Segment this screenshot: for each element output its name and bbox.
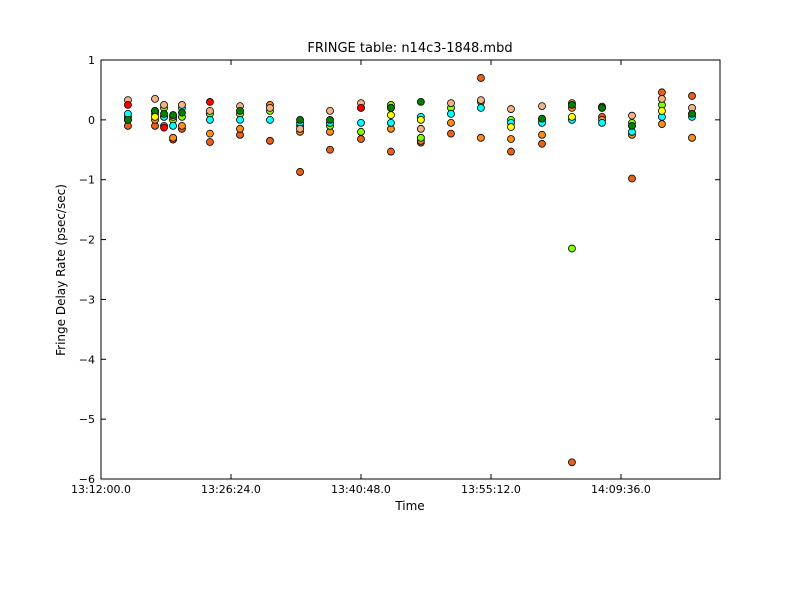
data-point <box>387 147 395 156</box>
y-tick-label: −4 <box>79 353 95 366</box>
data-point <box>477 103 485 112</box>
data-point <box>387 118 395 127</box>
data-point <box>447 118 455 127</box>
y-tick-label: −6 <box>79 473 95 486</box>
data-point <box>296 115 304 124</box>
data-point <box>688 133 696 142</box>
y-tick-label: −5 <box>79 413 95 426</box>
data-point <box>688 92 696 100</box>
x-tick-label: 13:26:24.0 <box>201 483 261 496</box>
data-point <box>416 124 425 133</box>
y-tick-label: 1 <box>88 54 95 67</box>
data-point <box>538 130 546 139</box>
data-point <box>538 139 546 148</box>
data-point <box>124 115 132 124</box>
data-point <box>447 99 455 107</box>
data-point <box>178 100 186 109</box>
y-axis-label: Fringe Delay Rate (psec/sec) <box>54 184 68 356</box>
data-point <box>447 109 455 118</box>
data-point <box>357 127 365 136</box>
data-point <box>357 135 365 143</box>
data-point <box>658 88 666 97</box>
data-point <box>658 95 666 103</box>
data-point <box>538 114 546 123</box>
data-point <box>568 244 576 253</box>
data-point <box>236 124 244 133</box>
data-point <box>628 111 636 120</box>
y-tick-label: −2 <box>79 234 95 247</box>
data-point <box>236 106 244 115</box>
data-point <box>266 136 274 145</box>
data-point <box>266 115 274 124</box>
data-point <box>477 74 485 82</box>
data-point <box>507 123 515 131</box>
data-point <box>507 105 515 113</box>
x-tick-label: 13:40:48.0 <box>331 483 391 496</box>
data-point <box>598 103 606 112</box>
data-point <box>124 100 132 109</box>
y-tick-label: −1 <box>79 174 95 187</box>
data-point <box>266 103 274 112</box>
data-point <box>206 106 214 115</box>
data-point <box>160 100 168 109</box>
data-point <box>206 98 214 106</box>
x-tick-label: 13:12:00.0 <box>71 483 131 496</box>
data-point <box>160 123 168 132</box>
data-point <box>160 109 168 118</box>
chart-title: FRINGE table: n14c3-1848.mbd <box>307 41 512 56</box>
data-point <box>568 112 576 121</box>
data-point <box>477 133 485 142</box>
data-point <box>169 121 177 130</box>
data-point <box>507 147 515 156</box>
data-point <box>658 106 666 115</box>
data-point <box>151 95 159 103</box>
data-point <box>178 108 186 117</box>
data-point <box>169 111 177 119</box>
y-tick-label: −3 <box>79 293 95 306</box>
data-point <box>206 115 214 124</box>
data-point <box>387 103 395 112</box>
data-point <box>628 174 636 183</box>
data-point <box>151 112 159 121</box>
data-point <box>507 135 515 143</box>
data-point <box>658 120 666 128</box>
data-point <box>326 106 334 115</box>
data-point <box>357 118 365 127</box>
data-point <box>688 109 696 118</box>
data-point <box>296 124 304 133</box>
plot-frame <box>100 59 721 480</box>
data-point <box>357 103 365 112</box>
x-axis-label: Time <box>394 499 424 513</box>
data-point <box>169 133 177 142</box>
data-point <box>326 115 334 124</box>
data-point <box>206 129 214 138</box>
data-point <box>178 121 186 130</box>
data-point <box>416 115 425 124</box>
data-point <box>568 458 576 467</box>
data-point <box>387 111 395 119</box>
data-point <box>296 168 304 176</box>
data-point <box>477 96 485 105</box>
x-tick-label: 14:09:36.0 <box>591 483 651 496</box>
y-tick-label: 0 <box>88 114 95 127</box>
data-point <box>206 138 214 146</box>
data-point <box>236 115 244 124</box>
data-point <box>598 118 606 127</box>
data-point <box>416 133 425 142</box>
data-point <box>326 145 334 154</box>
data-point <box>628 121 636 130</box>
data-point <box>538 102 546 110</box>
data-point <box>416 98 425 106</box>
data-point <box>447 129 455 138</box>
x-tick-label: 13:55:12.0 <box>461 483 521 496</box>
data-point <box>568 100 576 109</box>
